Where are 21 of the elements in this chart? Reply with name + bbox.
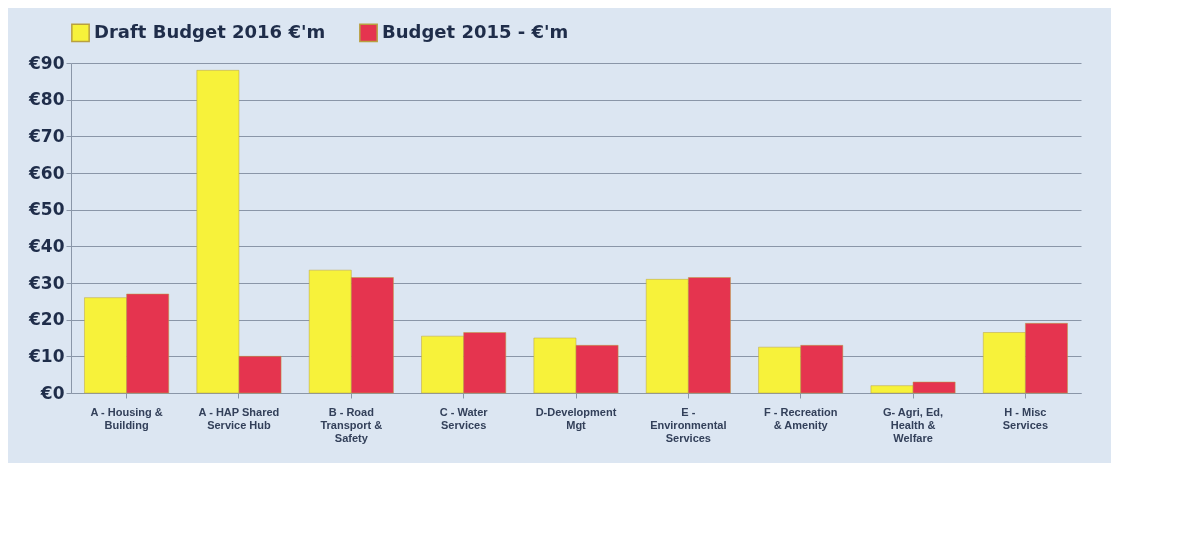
y-tick-label: €40: [28, 235, 65, 256]
legend-label: Budget 2015 - €'m: [382, 20, 569, 42]
y-tick-label: €10: [28, 345, 65, 366]
legend-label: Draft Budget 2016 €'m: [94, 20, 326, 42]
x-tick-label: A - HAP Shared Service Hub: [198, 405, 280, 431]
x-tick-label: B - Road Transport & Safety: [320, 405, 383, 444]
y-tick-label: €80: [28, 89, 65, 110]
x-tick-label: A - Housing & Building: [90, 405, 163, 431]
y-tick-label: €30: [28, 272, 65, 293]
y-tick-label: €20: [28, 309, 65, 330]
x-tick-label: F - Recreation & Amenity: [764, 405, 838, 431]
x-tick-label: G- Agri, Ed, Health & Welfare: [882, 405, 944, 444]
x-tick-label: C - Water Services: [439, 405, 489, 431]
x-tick-label: E - Environmental Services: [650, 405, 727, 444]
y-tick-label: €0: [39, 382, 65, 403]
y-tick-label: €50: [28, 199, 65, 220]
x-tick-label: D-Development Mgt: [535, 405, 617, 431]
x-tick-label: H - Misc Services: [1002, 405, 1049, 431]
y-tick-label: €90: [28, 52, 65, 73]
y-tick-label: €60: [28, 162, 65, 183]
y-tick-label: €70: [28, 125, 65, 146]
